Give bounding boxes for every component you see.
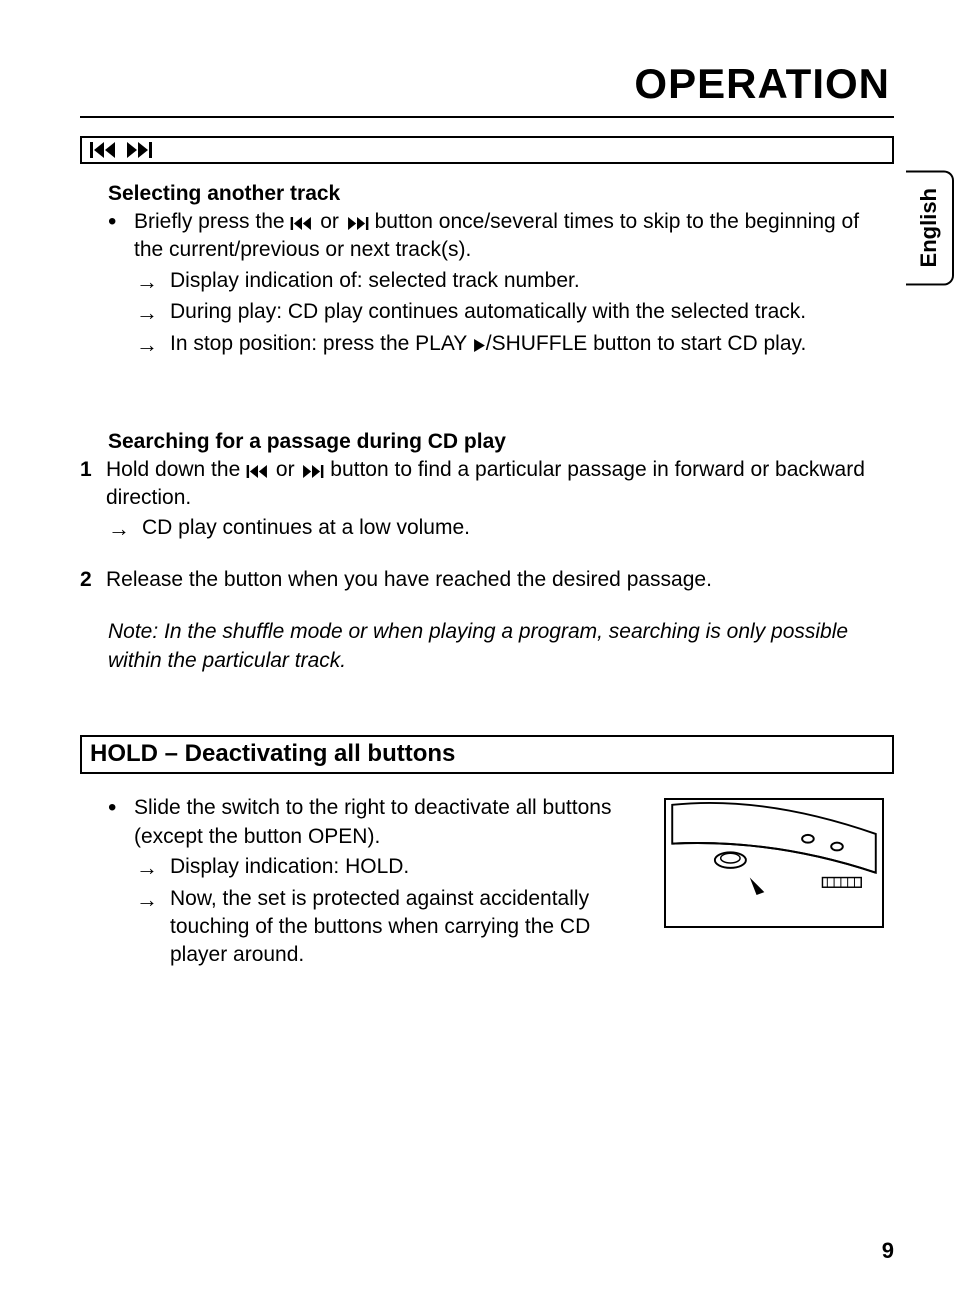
result-text: In stop position: press the PLAY /SHUFFL… — [170, 330, 806, 360]
arrow-icon: → — [136, 267, 160, 297]
text-fragment: or — [270, 458, 300, 481]
arrow-icon: → — [136, 330, 160, 360]
result-row: → Display indication of: selected track … — [108, 267, 884, 297]
page: OPERATION English Selecting another trac… — [0, 0, 954, 1314]
page-title: OPERATION — [80, 60, 894, 108]
page-number: 9 — [882, 1238, 894, 1264]
text-fragment: Hold down the — [106, 458, 246, 481]
result-text: CD play continues at a low volume. — [142, 514, 470, 544]
result-row: → Display indication: HOLD. — [108, 853, 650, 883]
hold-box-title: HOLD – Deactivating all buttons — [80, 735, 894, 774]
step-text: Release the button when you have reached… — [106, 566, 712, 594]
skip-fwd-icon — [345, 217, 369, 230]
skip-fwd-icon — [124, 142, 152, 158]
play-icon — [473, 339, 486, 352]
skip-back-icon — [290, 217, 314, 230]
arrow-icon: → — [108, 514, 132, 544]
hold-text-block: • Slide the switch to the right to deact… — [108, 794, 650, 969]
skip-back-icon — [90, 142, 118, 158]
result-text: Display indication: HOLD. — [170, 853, 409, 883]
text-fragment: or — [314, 210, 344, 233]
section-hold: • Slide the switch to the right to deact… — [80, 794, 894, 969]
bullet-marker: • — [108, 794, 126, 851]
bullet-select-track: • Briefly press the or button once/sever… — [108, 208, 884, 265]
bullet-hold: • Slide the switch to the right to deact… — [108, 794, 650, 851]
note-text: Note: In the shuffle mode or when playin… — [108, 618, 884, 675]
skip-fwd-icon — [300, 465, 324, 478]
text-fragment: Briefly press the — [134, 210, 290, 233]
result-row: → CD play continues at a low volume. — [108, 514, 884, 544]
title-rule — [80, 116, 894, 118]
subhead-select-track: Selecting another track — [108, 182, 884, 206]
result-row: → In stop position: press the PLAY /SHUF… — [108, 330, 884, 360]
text-fragment: /SHUFFLE button to start CD play. — [486, 332, 807, 355]
cd-player-icon — [666, 800, 882, 926]
bullet-marker: • — [108, 208, 126, 265]
step-number: 1 — [80, 456, 98, 513]
step-text: Hold down the or button to find a partic… — [106, 456, 884, 513]
arrow-icon: → — [136, 885, 160, 970]
skip-back-icon — [246, 465, 270, 478]
step-2: 2 Release the button when you have reach… — [80, 566, 884, 594]
hold-illustration — [664, 798, 884, 928]
result-text: Display indication of: selected track nu… — [170, 267, 580, 297]
bullet-text: Slide the switch to the right to deactiv… — [134, 794, 650, 851]
language-tab: English — [906, 170, 954, 285]
section-track-select: Selecting another track • Briefly press … — [80, 182, 894, 675]
result-text: During play: CD play continues automatic… — [170, 298, 806, 328]
arrow-icon: → — [136, 298, 160, 328]
subhead-search-passage: Searching for a passage during CD play — [108, 430, 884, 454]
result-text: Now, the set is protected against accide… — [170, 885, 650, 970]
bullet-text: Briefly press the or button once/several… — [134, 208, 884, 265]
step-1: 1 Hold down the or button to find a part… — [80, 456, 884, 513]
result-row: → During play: CD play continues automat… — [108, 298, 884, 328]
result-row: → Now, the set is protected against acci… — [108, 885, 650, 970]
arrow-icon: → — [136, 853, 160, 883]
step-number: 2 — [80, 566, 98, 594]
text-fragment: In stop position: press the PLAY — [170, 332, 473, 355]
skip-icons-box — [80, 136, 894, 164]
